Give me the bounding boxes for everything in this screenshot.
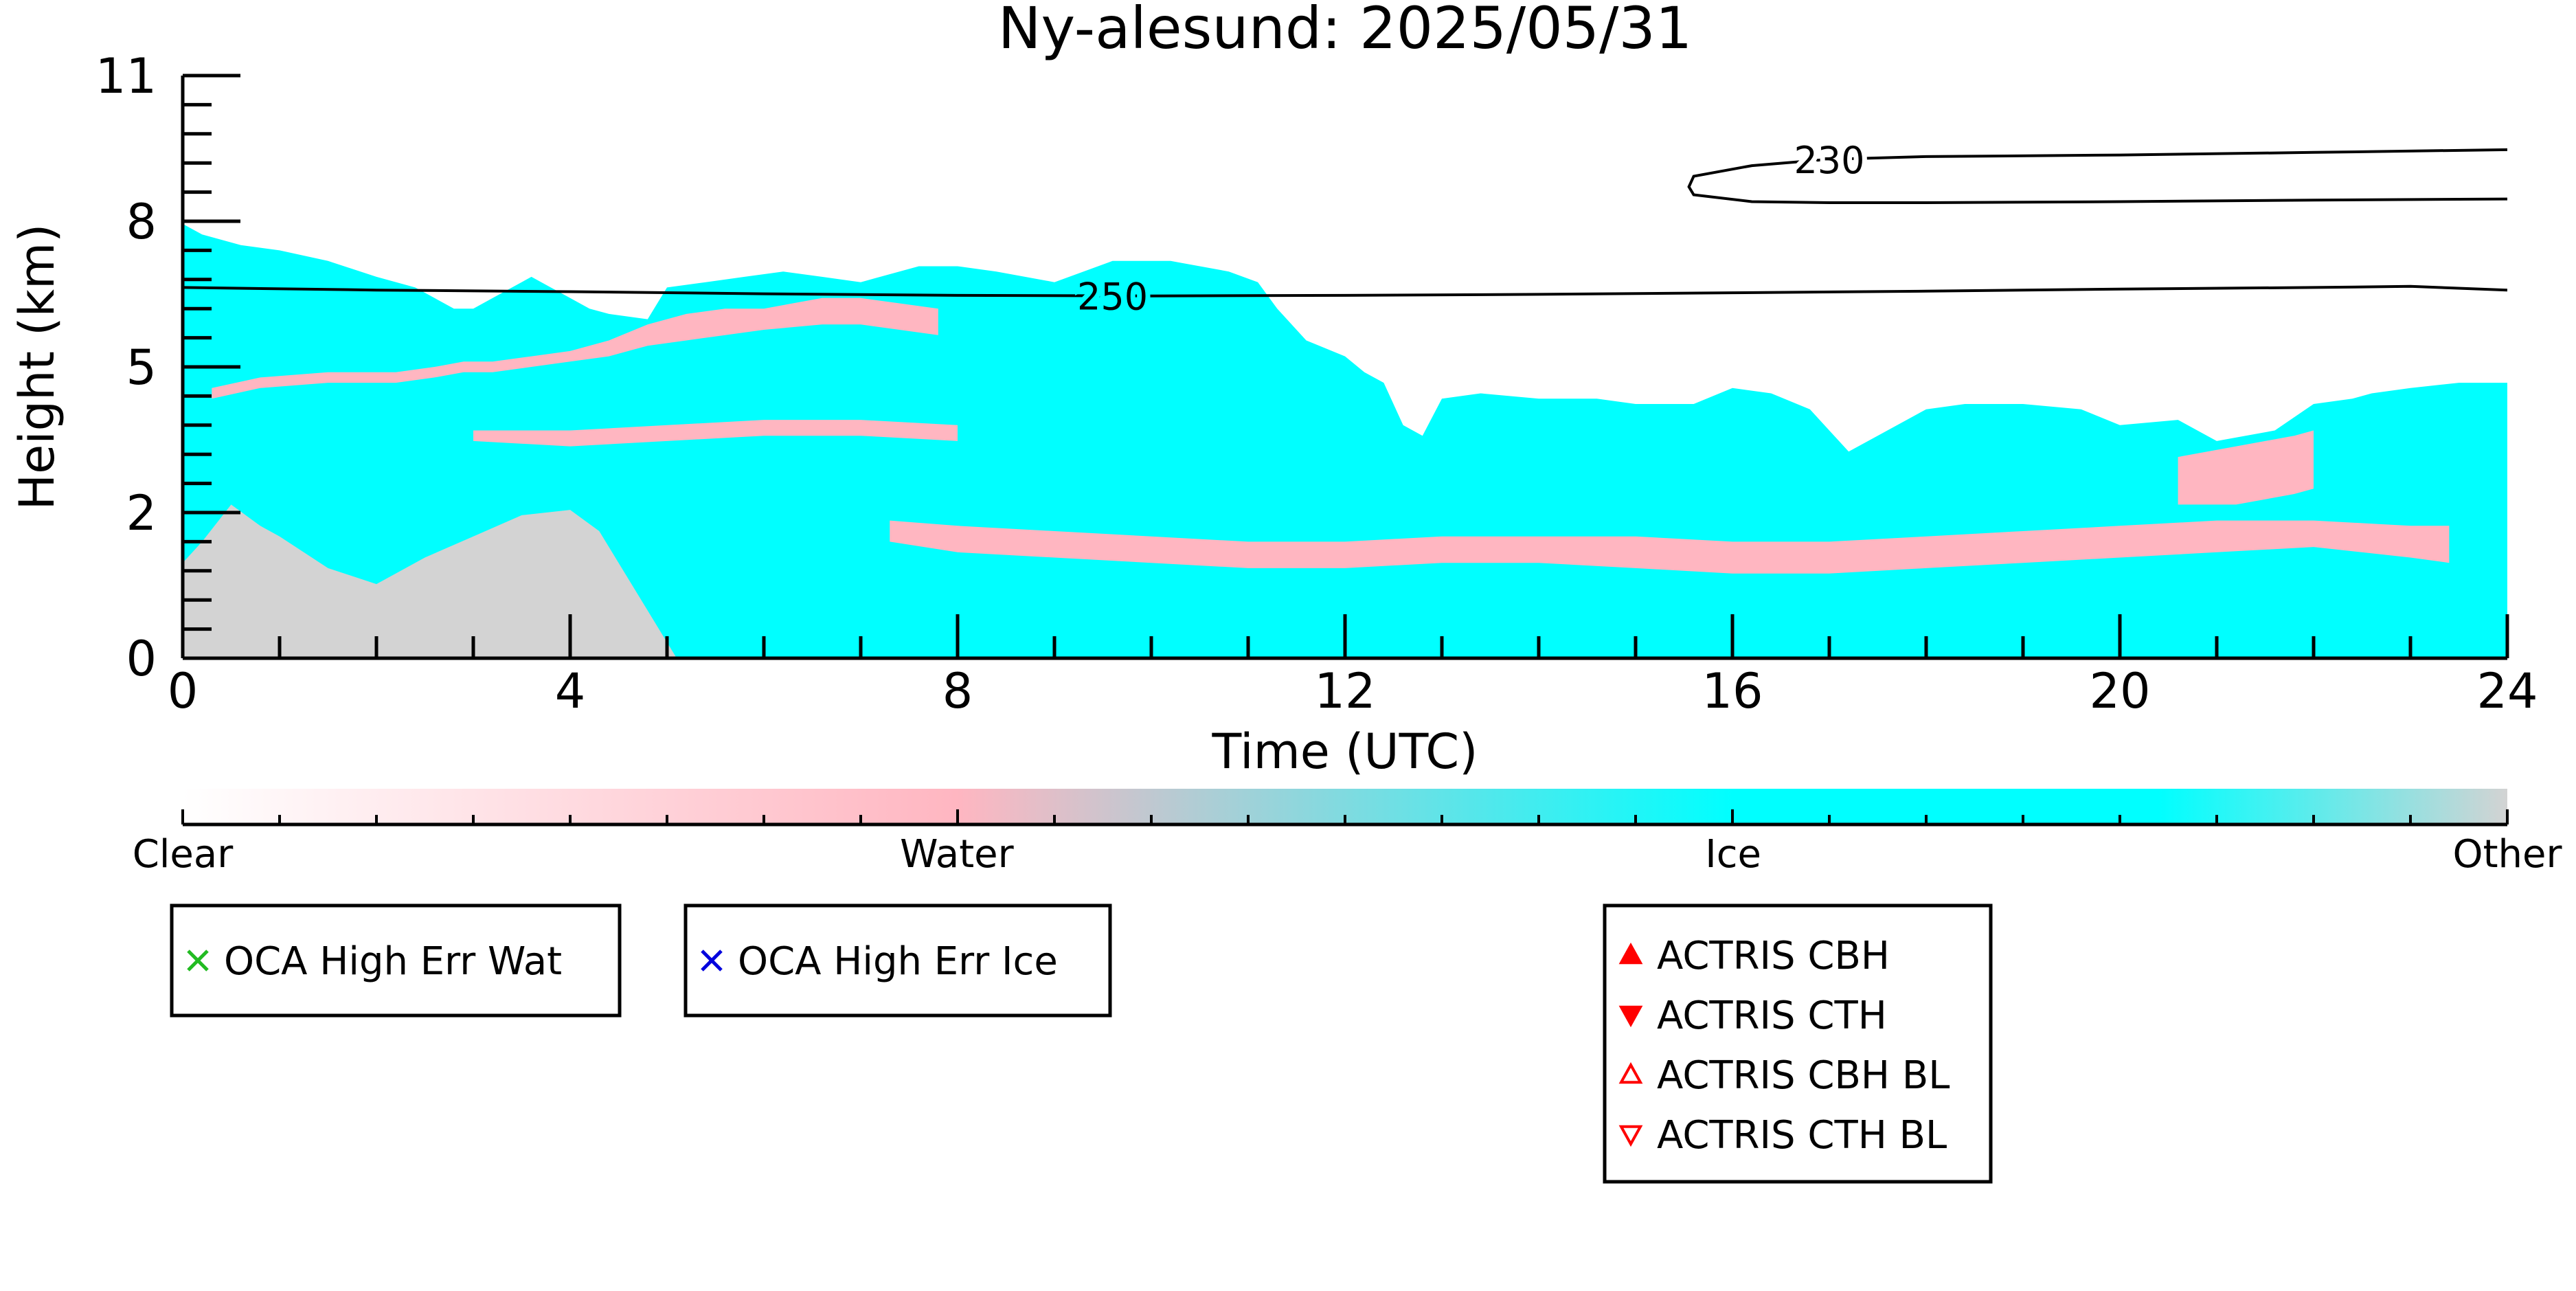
legend-box-3 (1603, 903, 1993, 1184)
y-tick-label: 11 (95, 48, 157, 104)
legend-marker-actris-cbh-bl (1618, 1062, 1643, 1084)
y-tick-label: 0 (126, 631, 157, 687)
legend-marker-actris-cth (1618, 1005, 1643, 1028)
legend-box-2 (683, 903, 1112, 1018)
colorbar-label-other: Other (2452, 832, 2562, 877)
y-axis-label: Height (km) (9, 224, 65, 510)
y-tick-label: 2 (126, 485, 157, 541)
legend-label-oca-high-err-wat: OCA High Err Wat (224, 939, 562, 984)
colorbar-label-clear: Clear (133, 832, 234, 877)
contour-line-250 (183, 284, 2507, 298)
legend-label-actris-cbh-bl: ACTRIS CBH BL (1657, 1053, 1950, 1098)
x-tick-label: 24 (2476, 663, 2538, 719)
colorbar-label-water: Water (900, 832, 1015, 877)
x-tick-label: 4 (555, 663, 586, 719)
contour-line-230 (1687, 148, 2507, 204)
legend-label-actris-cth-bl: ACTRIS CTH BL (1657, 1113, 1947, 1158)
legend-marker-actris-cth-bl (1618, 1125, 1643, 1147)
cloud-classification-field (183, 223, 2507, 658)
y-tick-label: 8 (126, 194, 157, 250)
x-tick-label: 20 (2089, 663, 2150, 719)
legend-marker-oca-high-err-ice (701, 950, 723, 972)
plot-axes: 0 4 8 12 16 20 24 0 2 5 8 11 (95, 48, 2538, 719)
region-water-5 (2178, 430, 2314, 505)
colorbar-label-ice: Ice (1705, 832, 1761, 877)
legend-box-1 (170, 903, 622, 1018)
contour-label-230: 230 (1794, 139, 1864, 182)
region-water-4 (890, 520, 2450, 574)
legend-marker-actris-cbh (1618, 942, 1643, 965)
x-tick-label: 12 (1314, 663, 1375, 719)
x-tick-label: 8 (942, 663, 973, 719)
region-water-3 (473, 420, 958, 447)
x-tick-label: 16 (1702, 663, 1763, 719)
legend-boxes: OCA High Err Wat OCA High Err Ice ACTRIS C… (170, 903, 1993, 1184)
x-tick-label: 0 (168, 663, 199, 719)
region-other-0 (183, 504, 677, 658)
y-tick-label: 5 (126, 339, 157, 396)
chart-title: Ny-alesund: 2025/05/31 (998, 0, 1693, 62)
contour-label-250: 250 (1077, 276, 1148, 319)
x-axis-label: Time (UTC) (1212, 723, 1478, 780)
region-water-2 (212, 298, 938, 399)
colorbar: Clear Water Ice Other (133, 789, 2562, 877)
legend-label-actris-cbh: ACTRIS CBH (1657, 934, 1890, 978)
legend-label-oca-high-err-ice: OCA High Err Ice (738, 939, 1058, 984)
legend-label-actris-cth: ACTRIS CTH (1657, 993, 1887, 1038)
temperature-contours: 250 230 (183, 134, 2507, 324)
legend-marker-oca-high-err-wat (187, 950, 209, 972)
